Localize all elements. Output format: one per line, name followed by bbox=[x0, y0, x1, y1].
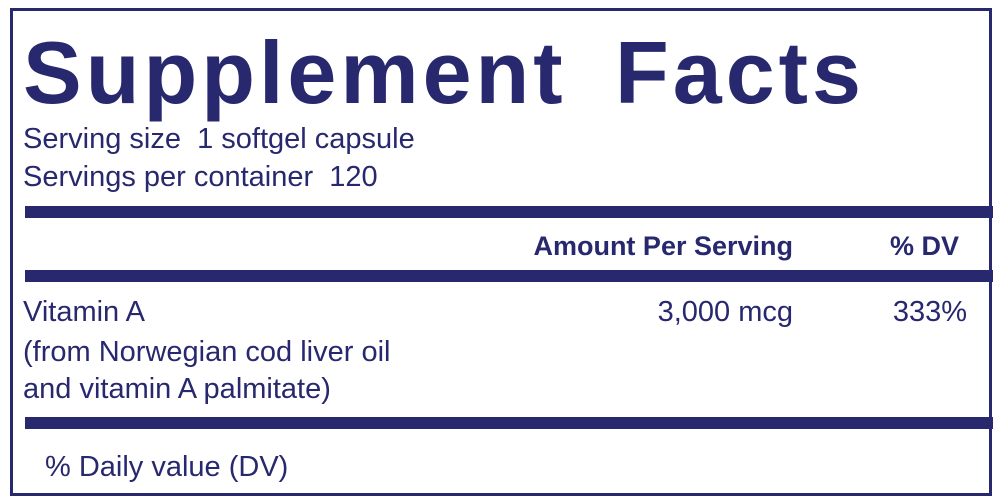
serving-size: Serving size 1 softgel capsule bbox=[23, 123, 415, 155]
column-header: % DV bbox=[889, 231, 959, 261]
daily-value: 333% bbox=[892, 296, 967, 328]
rule bbox=[25, 417, 993, 429]
note-line: (from Norwegian cod liver oil bbox=[23, 336, 391, 368]
column-header: Amount Per Serving bbox=[533, 231, 793, 261]
note-line: and vitamin A palmitate) bbox=[23, 373, 331, 405]
servings-per-container: Servings per container 120 bbox=[23, 161, 378, 193]
footnote: % Daily value (DV) bbox=[45, 451, 289, 483]
amount: 3,000 mcg bbox=[657, 296, 793, 328]
label-frame: Supplement Facts Serving size 1 softgel … bbox=[10, 8, 993, 496]
rule bbox=[25, 270, 993, 282]
nutrient-name: Vitamin A bbox=[23, 296, 145, 328]
rule bbox=[25, 206, 993, 218]
title: Supplement Facts bbox=[23, 23, 865, 122]
